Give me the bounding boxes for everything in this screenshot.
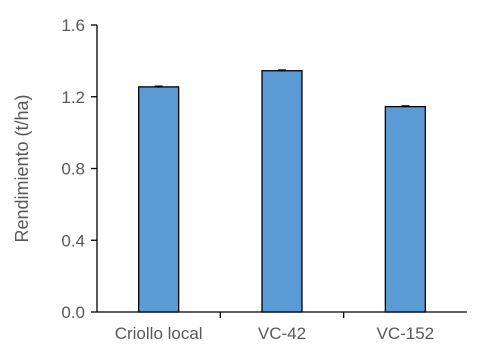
bar [384,105,426,313]
bar [261,70,303,313]
x-tick-label: VC-42 [258,324,306,343]
x-ticks: Criollo local VC-42 VC-152 [115,312,434,343]
y-tick-label: 1.2 [61,88,85,107]
y-ticks: 0.0 0.4 0.8 1.2 1.6 [61,16,97,322]
y-axis-title: Rendimiento (t/ha) [12,94,32,242]
x-tick-label: VC-152 [377,324,435,343]
bars [138,69,426,313]
y-tick-label: 0.8 [61,160,85,179]
y-tick-label: 0.4 [61,231,85,250]
y-tick-label: 0.0 [61,303,85,322]
x-tick-label: Criollo local [115,324,203,343]
bar [138,86,180,313]
y-tick-label: 1.6 [61,16,85,35]
